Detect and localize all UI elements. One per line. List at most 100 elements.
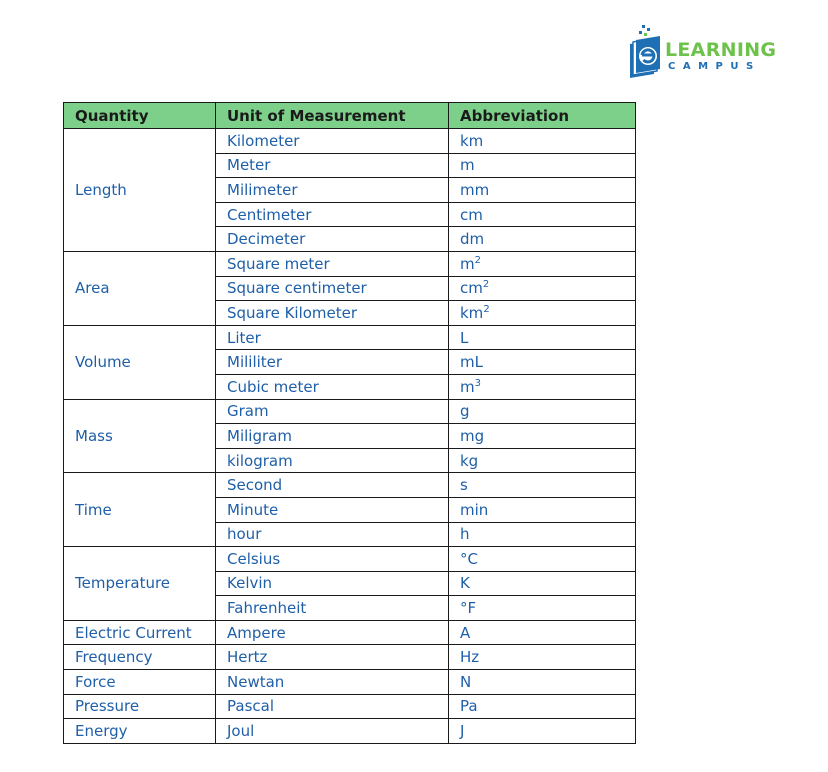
quantity-cell: Mass [63, 398, 216, 474]
abbreviation-text: min [460, 500, 489, 519]
abbreviation-text: g [460, 402, 470, 421]
table-row: Mass Gram g [63, 398, 636, 474]
table-row: Pressure Pascal Pa [63, 693, 636, 720]
abbreviation-cell: min [448, 496, 636, 523]
unit-cell: Square meter [215, 250, 449, 277]
logo-icon [630, 25, 660, 78]
table-row: Cubic meter m3 [64, 373, 636, 400]
abbreviation-text: mL [460, 353, 483, 372]
logo-word-campus: CAMPUS [668, 61, 761, 72]
abbreviation-text: Hz [460, 648, 480, 667]
abbreviation-cell: g [448, 398, 636, 425]
unit-cell: Square Kilometer [215, 300, 449, 326]
unit-cell: Newtan [215, 669, 449, 695]
abbreviation-exponent: 2 [474, 254, 481, 266]
abbreviation-cell: cm2 [448, 275, 636, 302]
abbreviation-exponent: 2 [482, 279, 490, 291]
abbreviation-text: °F [460, 599, 477, 618]
quantity-cell: Temperature [63, 546, 216, 621]
table-row: Meter m [64, 152, 636, 179]
table-row: kilogram kg [64, 447, 636, 474]
table-row: Energy Joul J [63, 718, 636, 744]
abbreviation-text: m [460, 377, 475, 396]
abbreviation-text: N [460, 672, 472, 691]
quantity-cell: Pressure [63, 693, 216, 720]
abbreviation-cell: A [448, 619, 636, 646]
table-row: Miligram mg [64, 423, 636, 449]
abbreviation-text: mg [460, 426, 485, 445]
abbreviation-cell: s [448, 472, 636, 498]
abbreviation-cell: km [448, 128, 636, 154]
abbreviation-text: mm [460, 180, 490, 199]
quantity-cell: Time [63, 472, 216, 548]
table-row: Area Square meter m2 [63, 250, 636, 326]
abbreviation-cell: mg [448, 423, 636, 449]
unit-cell: Liter [215, 324, 449, 351]
table-row: Fahrenheit °F [64, 595, 636, 621]
unit-cell: Gram [215, 398, 449, 425]
quantity-cell: Volume [63, 324, 216, 400]
table-row: Centimeter cm [64, 201, 636, 228]
quantity-cell: Area [63, 250, 216, 326]
unit-cell: Fahrenheit [215, 595, 449, 621]
table-row: Mililiter mL [64, 349, 636, 375]
abbreviation-cell: m2 [448, 250, 636, 277]
table-row: Force Newtan N [63, 669, 636, 695]
abbreviation-cell: mm [448, 177, 636, 203]
abbreviation-text: A [460, 623, 471, 642]
abbreviation-text: s [460, 476, 468, 495]
unit-cell: Ampere [215, 619, 449, 646]
table-row: Volume Liter L [63, 324, 636, 400]
abbreviation-cell: kg [448, 447, 636, 474]
abbreviation-text: J [460, 722, 465, 741]
quantity-cell: Frequency [63, 644, 216, 671]
table-row: Temperature Celsius °C [63, 546, 636, 621]
abbreviation-cell: N [448, 669, 636, 695]
table-row: Square Kilometer km2 [64, 300, 636, 326]
units-table: Quantity Unit of Measurement Abbreviatio… [63, 102, 636, 744]
abbreviation-cell: Pa [448, 693, 636, 720]
abbreviation-cell: °F [448, 595, 636, 621]
quantity-cell: Electric Current [63, 619, 216, 646]
abbreviation-cell: K [448, 570, 636, 597]
abbreviation-text: km [460, 303, 484, 322]
abbreviation-text: km [460, 131, 484, 150]
unit-cell: Cubic meter [215, 373, 449, 400]
table-row: Length Kilometer km [63, 128, 636, 252]
abbreviation-cell: Hz [448, 644, 636, 671]
table-row: Decimeter dm [64, 226, 636, 252]
unit-cell: hour [215, 521, 449, 548]
unit-cell: Minute [215, 496, 449, 523]
unit-cell: Meter [215, 152, 449, 179]
unit-cell: Square centimeter [215, 275, 449, 302]
unit-cell: Milimeter [215, 177, 449, 203]
abbreviation-cell: L [448, 324, 636, 351]
table-row: Frequency Hertz Hz [63, 644, 636, 671]
abbreviation-text: L [460, 328, 469, 347]
unit-cell: Centimeter [215, 201, 449, 228]
table-row: Kelvin K [64, 570, 636, 597]
quantity-cell: Energy [63, 718, 216, 744]
unit-cell: Miligram [215, 423, 449, 449]
abbreviation-cell: cm [448, 201, 636, 228]
table-row: Milimeter mm [64, 177, 636, 203]
abbreviation-text: dm [460, 230, 485, 249]
abbreviation-exponent: 2 [483, 303, 490, 315]
abbreviation-text: Pa [460, 697, 478, 716]
header-abbreviation: Abbreviation [448, 102, 636, 129]
abbreviation-text: °C [460, 549, 478, 568]
table-header-row: Quantity Unit of Measurement Abbreviatio… [63, 102, 636, 129]
abbreviation-text: cm [460, 205, 483, 224]
header-quantity: Quantity [63, 102, 216, 129]
unit-cell: Pascal [215, 693, 449, 720]
table-body: Length Kilometer km Meter m Milimeter mm Centim… [63, 128, 636, 744]
unit-cell: Mililiter [215, 349, 449, 375]
abbreviation-cell: m3 [448, 373, 636, 400]
quantity-cell: Force [63, 669, 216, 695]
abbreviation-cell: km2 [448, 300, 636, 326]
abbreviation-text: m [460, 254, 475, 273]
abbreviation-text: m [460, 156, 475, 175]
abbreviation-text: K [460, 574, 470, 593]
unit-cell: Celsius [215, 546, 449, 572]
header-unit: Unit of Measurement [215, 102, 449, 129]
